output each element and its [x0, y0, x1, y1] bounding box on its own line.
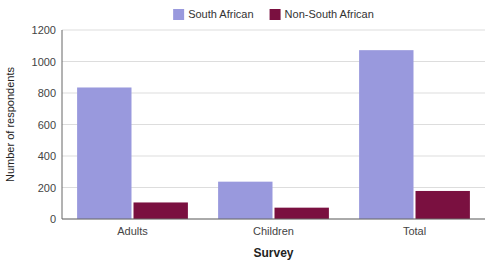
y-tick-label: 600	[38, 119, 56, 131]
bar	[134, 202, 188, 219]
legend: South African Non-South African	[173, 8, 374, 20]
x-tick-label: Children	[253, 225, 294, 237]
bars	[77, 50, 470, 219]
legend-entry: South African	[188, 8, 253, 20]
bar	[359, 50, 413, 219]
y-tick-label: 200	[38, 182, 56, 194]
y-tick-label: 0	[50, 213, 56, 225]
bar	[77, 87, 131, 219]
y-tick-label: 800	[38, 87, 56, 99]
grid-line	[62, 219, 485, 220]
y-tick-label: 400	[38, 150, 56, 162]
y-tick-label: 1000	[32, 56, 56, 68]
bar	[218, 182, 272, 219]
bar	[416, 191, 470, 219]
x-axis-line	[62, 219, 485, 220]
legend-swatch	[173, 9, 184, 20]
grid	[62, 30, 485, 219]
x-tick-label: Adults	[117, 225, 148, 237]
y-axis-label: Number of respondents	[4, 67, 16, 182]
x-axis-label: Survey	[253, 246, 293, 260]
legend-entry: Non-South African	[285, 8, 374, 20]
y-axis-line	[62, 30, 63, 219]
bar	[275, 208, 329, 219]
chart: 0 200 400 600 800 1000 1200 Adults Children Total…	[0, 0, 500, 265]
y-tick-label: 1200	[32, 24, 56, 36]
legend-swatch	[270, 9, 281, 20]
x-tick-label: Total	[403, 225, 426, 237]
grid-line	[62, 61, 485, 62]
grid-line	[62, 30, 485, 31]
